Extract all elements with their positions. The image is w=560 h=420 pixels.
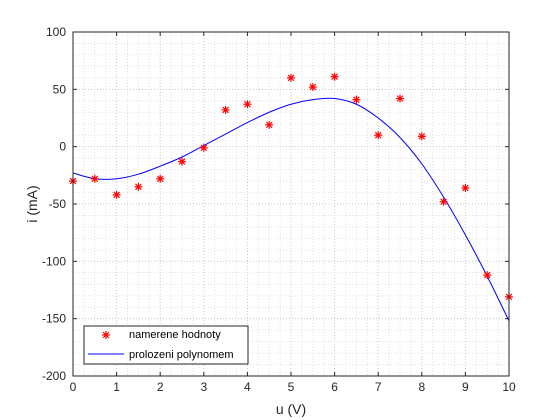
legend-box bbox=[83, 325, 249, 365]
x-tick-label: 10 bbox=[502, 380, 516, 394]
x-tick-label: 1 bbox=[113, 380, 120, 394]
y-tick-label: -50 bbox=[49, 197, 67, 211]
x-axis-label: u (V) bbox=[276, 401, 306, 417]
data-point bbox=[461, 183, 470, 192]
grid bbox=[72, 31, 510, 377]
data-point bbox=[396, 94, 404, 103]
y-axis-label: i (mA) bbox=[24, 185, 40, 222]
data-point bbox=[90, 174, 99, 183]
y-tick-label: 0 bbox=[59, 140, 66, 154]
series-line-group bbox=[72, 97, 510, 322]
y-tick-label: -200 bbox=[42, 369, 66, 383]
legend: namerene hodnoty prolozeni polynomem bbox=[83, 325, 249, 365]
data-point bbox=[287, 73, 295, 82]
data-point bbox=[265, 120, 274, 129]
y-tick-label: -150 bbox=[42, 312, 66, 326]
x-tick-label: 3 bbox=[200, 380, 207, 394]
x-tick-label: 2 bbox=[157, 380, 164, 394]
data-point bbox=[352, 95, 361, 104]
x-tick-label: 4 bbox=[244, 380, 251, 394]
data-point bbox=[178, 157, 186, 166]
data-point bbox=[243, 100, 252, 109]
data-point bbox=[134, 182, 143, 191]
data-point bbox=[417, 132, 426, 141]
data-point bbox=[308, 83, 317, 92]
data-point bbox=[221, 105, 230, 114]
data-point bbox=[199, 143, 208, 152]
data-point bbox=[374, 131, 383, 140]
y-tick-label: 100 bbox=[46, 25, 66, 39]
data-point bbox=[330, 72, 339, 81]
x-tick-label: 5 bbox=[288, 380, 295, 394]
legend-marker-asterisk bbox=[102, 331, 110, 339]
ticks: 0 1 2 3 4 5 6 7 8 9 10 -200 -150 -100 -50 0 50 100 bbox=[42, 25, 516, 394]
data-point bbox=[483, 271, 492, 280]
data-point bbox=[439, 197, 448, 206]
y-tick-label: 50 bbox=[53, 82, 67, 96]
legend-marker-glyph bbox=[102, 331, 110, 339]
x-tick-label: 9 bbox=[462, 380, 469, 394]
legend-entry-fit: prolozeni polynomem bbox=[129, 349, 234, 361]
x-tick-label: 6 bbox=[331, 380, 338, 394]
x-tick-label: 7 bbox=[375, 380, 382, 394]
y-tick-label: -100 bbox=[42, 254, 66, 268]
series-line-fit bbox=[72, 97, 510, 322]
data-point bbox=[156, 174, 165, 183]
x-tick-label: 0 bbox=[70, 380, 77, 394]
legend-entry-measured: namerene hodnoty bbox=[129, 329, 221, 341]
x-tick-label: 8 bbox=[418, 380, 425, 394]
data-point bbox=[112, 190, 121, 199]
